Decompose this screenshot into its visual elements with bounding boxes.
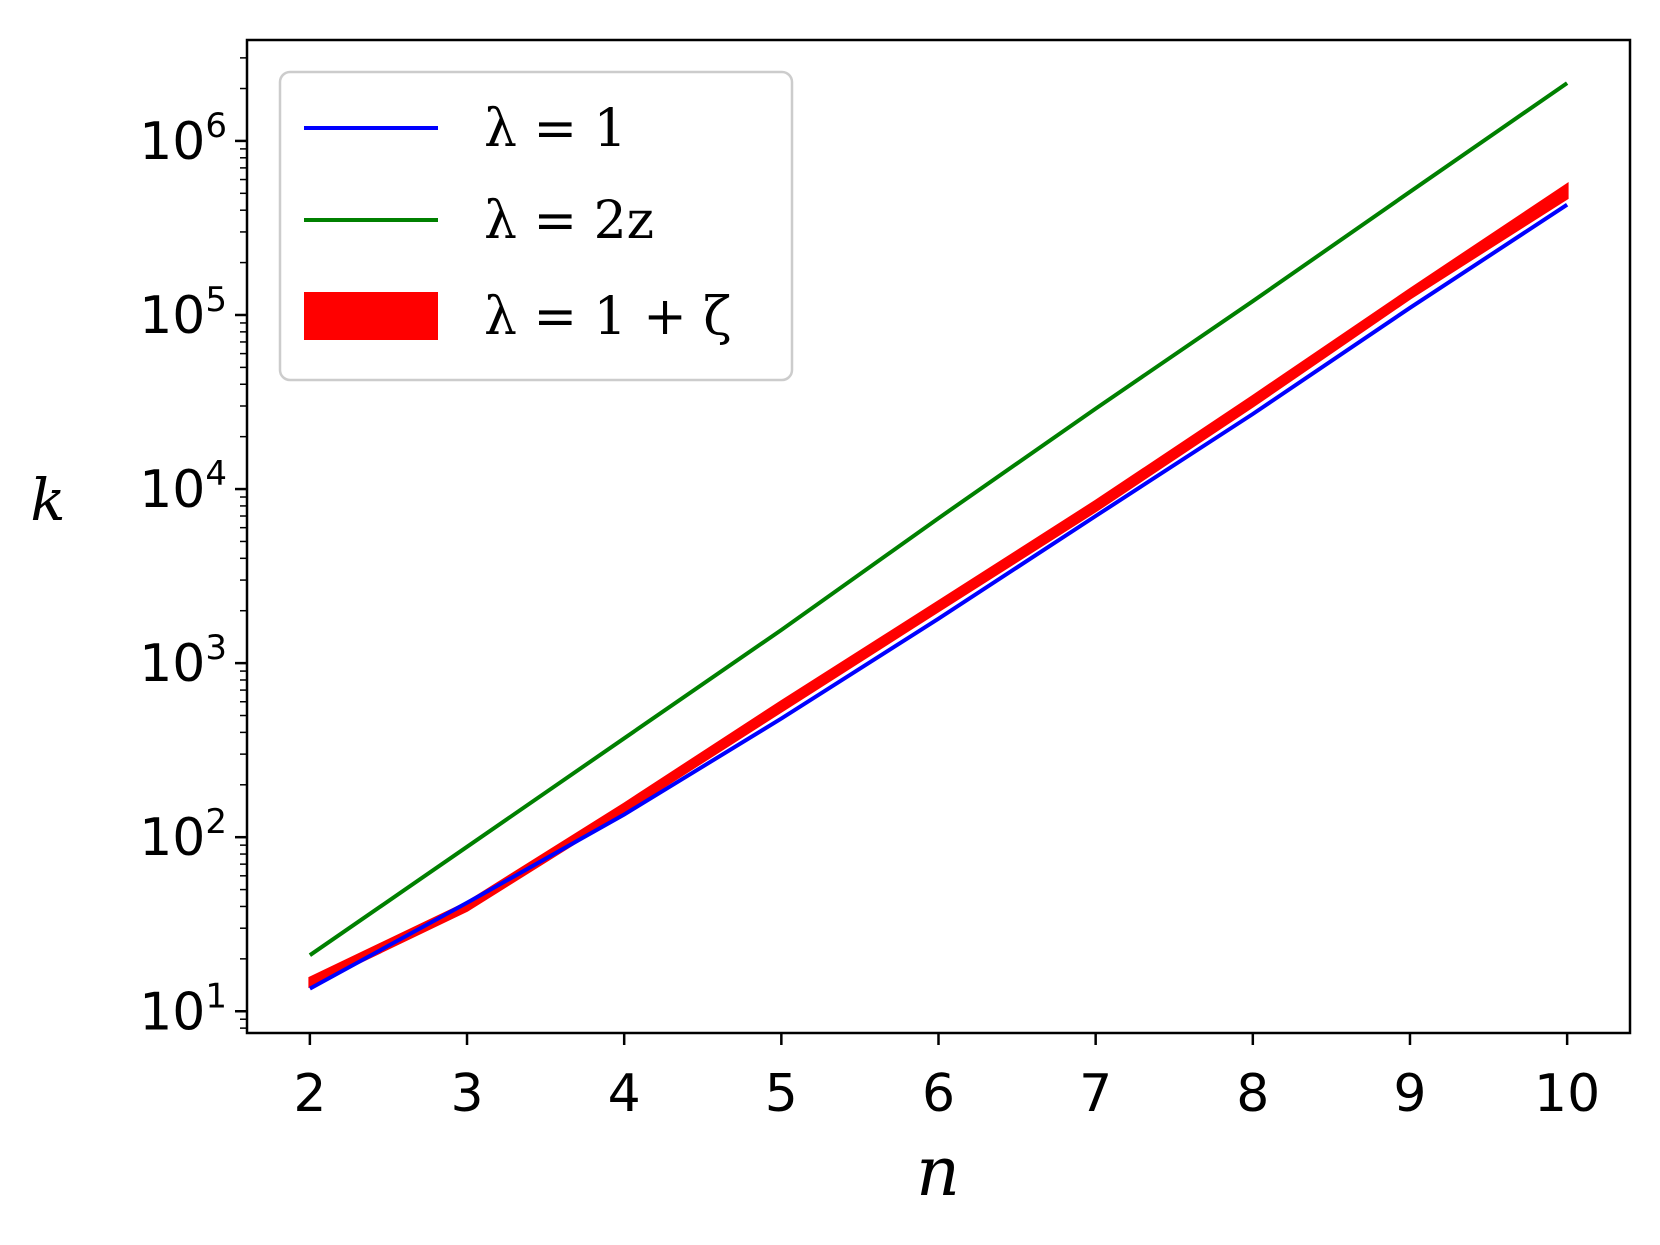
legend-swatch-band	[304, 292, 438, 340]
y-tick-label: 104	[139, 454, 227, 520]
x-tick-label: 2	[293, 1064, 326, 1124]
legend-entry-lambda-1: λ = 1	[304, 99, 627, 159]
legend: λ = 1 λ = 2z λ = 1 + ζ	[278, 70, 794, 382]
legend-entry-lambda-2z: λ = 2z	[304, 191, 654, 251]
x-tick-label: 10	[1534, 1064, 1600, 1124]
x-tick-label: 5	[765, 1064, 798, 1124]
series-line-lambda-1	[308, 203, 1569, 991]
y-tick-label: 101	[139, 976, 227, 1042]
legend-entry-lambda-1-plus-zeta: λ = 1 + ζ	[304, 287, 731, 347]
x-tick-label: 4	[608, 1064, 641, 1124]
y-axis-label: k	[30, 466, 65, 534]
x-tick-label: 8	[1236, 1064, 1269, 1124]
y-tick-label: 103	[139, 628, 227, 694]
series-line-lambda-2z	[308, 81, 1569, 957]
x-axis-label: n	[916, 1133, 960, 1212]
y-tick-label: 106	[139, 106, 227, 172]
x-tick-label: 3	[450, 1064, 483, 1124]
series-band-lambda-1-plus-zeta	[308, 181, 1569, 989]
y-tick-label: 102	[139, 802, 227, 868]
legend-label: λ = 1	[484, 99, 627, 159]
x-tick-label: 9	[1393, 1064, 1426, 1124]
legend-label: λ = 1 + ζ	[484, 287, 731, 347]
x-tick-label: 6	[922, 1064, 955, 1124]
y-tick-label: 105	[139, 280, 227, 346]
axis-ticks: 2 3 4 5 6 7 8 9 10 101 102 103 104 105 106	[139, 57, 1600, 1124]
x-tick-label: 7	[1079, 1064, 1112, 1124]
legend-label: λ = 2z	[484, 191, 654, 251]
plot-area	[308, 81, 1569, 991]
